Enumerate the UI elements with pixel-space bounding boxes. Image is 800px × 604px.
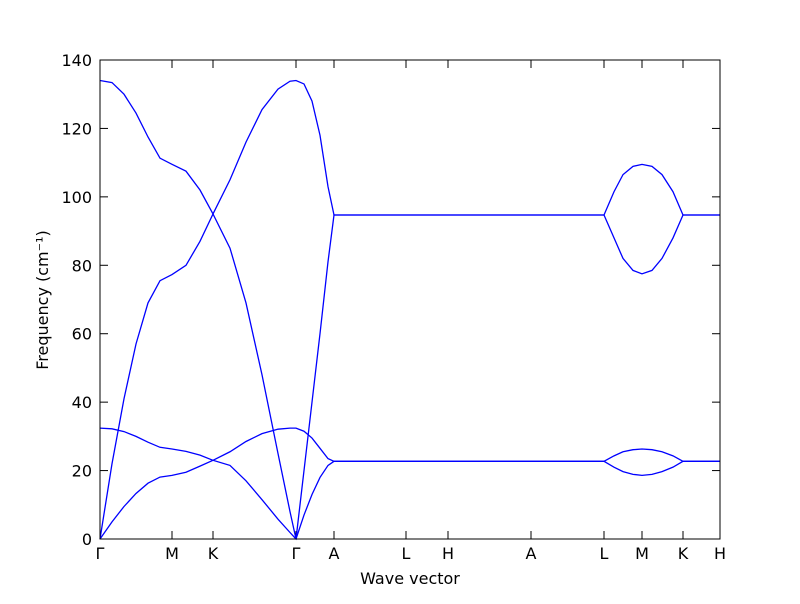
y-tick-label: 80 — [72, 256, 92, 275]
y-tick-label: 120 — [61, 119, 92, 138]
band-line — [99, 212, 720, 540]
y-tick-label: 20 — [72, 462, 92, 481]
y-tick-label: 40 — [72, 393, 92, 412]
x-tick-label: M — [635, 544, 649, 563]
y-tick-label: 140 — [61, 51, 92, 70]
y-tick-label: 100 — [61, 188, 92, 207]
x-tick-label: K — [208, 544, 219, 563]
x-tick-label: A — [329, 544, 340, 563]
band-line — [99, 459, 720, 541]
x-axis-label: Wave vector — [360, 569, 460, 588]
x-tick-label: H — [442, 544, 454, 563]
band-line — [99, 79, 720, 216]
x-tick-label: K — [678, 544, 689, 563]
y-axis-label: Frequency (cm⁻¹) — [33, 230, 52, 369]
x-tick-label: L — [600, 544, 609, 563]
y-tick-label: 60 — [72, 325, 92, 344]
x-tick-label: Γ — [292, 544, 301, 563]
x-tick-label: A — [526, 544, 537, 563]
x-tick-label: H — [714, 544, 726, 563]
x-tick-label: L — [402, 544, 411, 563]
x-tick-label: M — [165, 544, 179, 563]
x-tick-label: Γ — [96, 544, 105, 563]
plot-frame — [99, 59, 721, 540]
y-tick-label: 0 — [82, 530, 92, 549]
